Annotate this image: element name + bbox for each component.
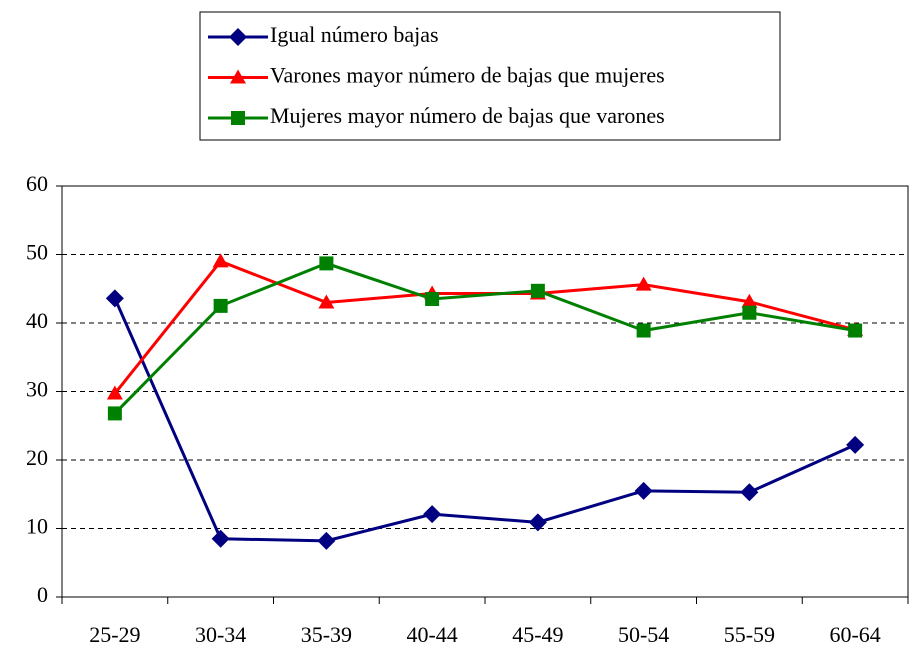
y-tick-label: 60 bbox=[26, 171, 48, 196]
marker bbox=[318, 294, 335, 309]
marker bbox=[742, 305, 757, 320]
marker bbox=[423, 505, 442, 524]
x-tick-label: 55-59 bbox=[724, 622, 775, 647]
marker bbox=[635, 276, 652, 291]
y-tick-label: 20 bbox=[26, 445, 48, 470]
legend-label: Mujeres mayor número de bajas que varone… bbox=[270, 103, 665, 128]
x-tick-label: 25-29 bbox=[89, 622, 140, 647]
marker bbox=[106, 385, 123, 400]
x-tick-label: 45-49 bbox=[512, 622, 563, 647]
legend-marker bbox=[231, 111, 245, 125]
marker bbox=[105, 289, 124, 308]
marker bbox=[425, 292, 440, 307]
marker bbox=[212, 253, 229, 268]
series-line bbox=[113, 297, 856, 543]
marker bbox=[848, 323, 863, 338]
marker bbox=[740, 483, 759, 502]
marker bbox=[317, 531, 336, 550]
marker bbox=[528, 513, 547, 532]
x-tick-label: 30-34 bbox=[195, 622, 246, 647]
series-line bbox=[113, 261, 856, 415]
legend-label: Varones mayor número de bajas que mujere… bbox=[270, 63, 665, 88]
legend-box bbox=[199, 11, 781, 141]
x-tick-label: 60-64 bbox=[829, 622, 880, 647]
y-tick-label: 40 bbox=[26, 308, 48, 333]
y-tick-label: 0 bbox=[37, 582, 48, 607]
legend-label: Igual número bajas bbox=[270, 22, 439, 47]
marker bbox=[741, 293, 758, 308]
legend-marker bbox=[229, 28, 247, 46]
y-tick-label: 30 bbox=[26, 377, 48, 402]
marker bbox=[634, 481, 653, 500]
marker bbox=[213, 298, 228, 313]
y-tick-label: 10 bbox=[26, 514, 48, 539]
x-tick-label: 50-54 bbox=[618, 622, 669, 647]
legend-marker bbox=[230, 69, 246, 84]
y-tick-label: 50 bbox=[26, 240, 48, 265]
marker bbox=[319, 256, 334, 271]
x-tick-label: 35-39 bbox=[301, 622, 352, 647]
marker bbox=[107, 406, 122, 421]
marker bbox=[846, 435, 865, 454]
marker bbox=[636, 323, 651, 338]
marker bbox=[211, 529, 230, 548]
x-tick-label: 40-44 bbox=[406, 622, 457, 647]
series-line bbox=[113, 259, 856, 395]
marker bbox=[530, 283, 545, 298]
